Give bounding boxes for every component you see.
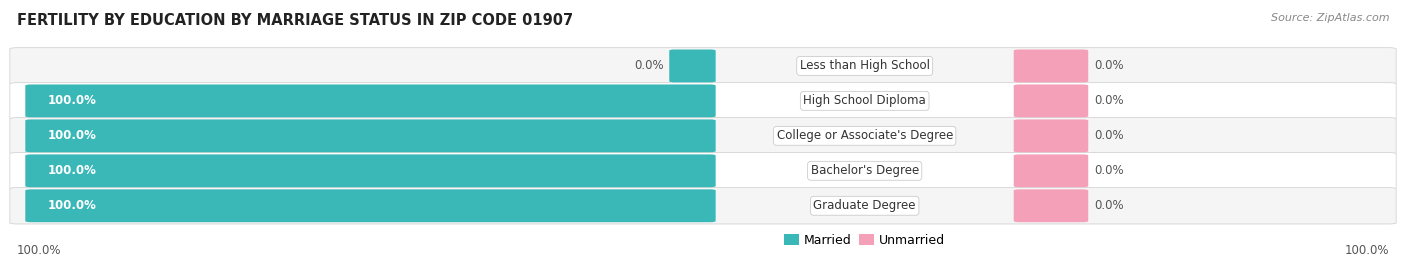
Text: 0.0%: 0.0% [1094,94,1123,107]
FancyBboxPatch shape [10,118,1396,154]
FancyBboxPatch shape [1014,84,1088,117]
FancyBboxPatch shape [25,84,716,117]
FancyBboxPatch shape [1014,49,1088,82]
FancyBboxPatch shape [10,83,1396,119]
FancyBboxPatch shape [1014,189,1088,222]
FancyBboxPatch shape [1014,119,1088,152]
Text: Graduate Degree: Graduate Degree [814,199,915,212]
FancyBboxPatch shape [25,119,716,152]
Text: College or Associate's Degree: College or Associate's Degree [776,129,953,142]
FancyBboxPatch shape [10,48,1396,84]
Text: Bachelor's Degree: Bachelor's Degree [811,164,918,177]
Text: Less than High School: Less than High School [800,59,929,72]
FancyBboxPatch shape [10,153,1396,189]
Text: 100.0%: 100.0% [48,94,97,107]
FancyBboxPatch shape [669,49,716,82]
Text: High School Diploma: High School Diploma [803,94,927,107]
FancyBboxPatch shape [25,154,716,187]
Text: 0.0%: 0.0% [1094,129,1123,142]
FancyBboxPatch shape [1014,154,1088,187]
Text: Source: ZipAtlas.com: Source: ZipAtlas.com [1271,13,1389,23]
Legend: Married, Unmarried: Married, Unmarried [785,233,945,247]
Text: 100.0%: 100.0% [17,244,62,257]
FancyBboxPatch shape [25,189,716,222]
Text: 100.0%: 100.0% [1344,244,1389,257]
Text: 0.0%: 0.0% [1094,59,1123,72]
Text: 0.0%: 0.0% [634,59,664,72]
Text: 100.0%: 100.0% [48,164,97,177]
Text: 0.0%: 0.0% [1094,199,1123,212]
FancyBboxPatch shape [10,187,1396,224]
Text: 100.0%: 100.0% [48,129,97,142]
Text: 0.0%: 0.0% [1094,164,1123,177]
Text: 100.0%: 100.0% [48,199,97,212]
Text: FERTILITY BY EDUCATION BY MARRIAGE STATUS IN ZIP CODE 01907: FERTILITY BY EDUCATION BY MARRIAGE STATU… [17,13,574,29]
